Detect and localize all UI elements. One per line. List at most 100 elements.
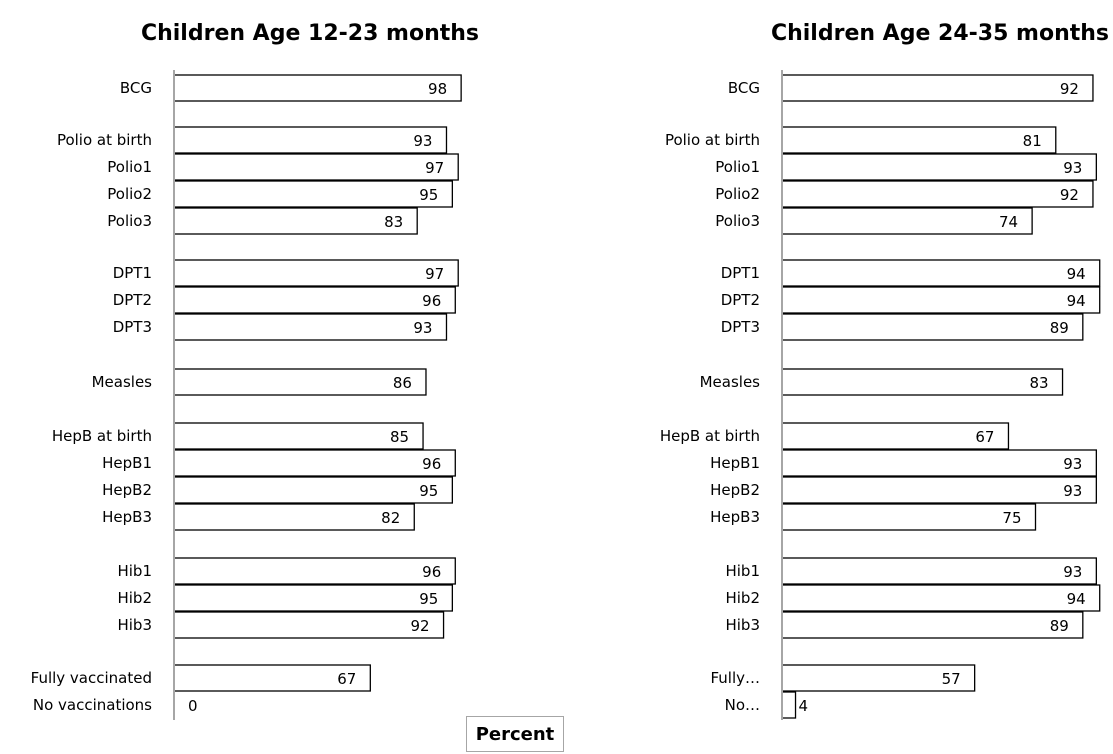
value-label-polio1-24-35: 93: [1063, 159, 1082, 177]
category-label-hepb3-12-23: HepB3: [102, 508, 152, 526]
category-label-polio-at-birth-12-23: Polio at birth: [57, 131, 152, 149]
value-label-hepb3-12-23: 82: [381, 509, 400, 527]
chart-panel-12-23-months: BCG 98 Polio at birth 93 Polio1 97 Polio2 95 Pol…: [31, 70, 462, 720]
value-label-bcg-12-23: 98: [428, 80, 447, 98]
value-label-hepb-at-birth-24-35: 67: [975, 428, 994, 446]
bar-dpt3-24-35: [781, 313, 1084, 341]
bar-hepb2-12-23: [173, 476, 454, 504]
category-label-polio1-12-23: Polio1: [107, 158, 152, 176]
category-label-hepb3-24-35: HepB3: [710, 508, 760, 526]
bar-hepb1-24-35: [781, 449, 1097, 477]
value-label-hepb1-12-23: 96: [422, 455, 441, 473]
bar-polio1-24-35: [781, 153, 1097, 181]
bar-hepb3-24-35: [781, 503, 1037, 531]
category-label-dpt1-24-35: DPT1: [721, 264, 760, 282]
value-label-dpt1-24-35: 94: [1067, 265, 1086, 283]
category-label-hib2-12-23: Hib2: [117, 589, 152, 607]
value-label-measles-12-23: 86: [393, 374, 412, 392]
chart-panel-24-35-months: BCG 92 Polio at birth 81 Polio1 93 Polio2 92 Pol…: [660, 70, 1101, 720]
x-axis-title: Percent: [466, 716, 564, 752]
value-label-hib3-12-23: 92: [410, 617, 429, 635]
category-label-fully-vaccinated-12-23: Fully vaccinated: [31, 669, 152, 687]
category-label-dpt3-12-23: DPT3: [113, 318, 152, 336]
category-label-polio3-12-23: Polio3: [107, 212, 152, 230]
bar-hib3-24-35: [781, 611, 1084, 639]
bar-polio-at-birth-24-35: [781, 126, 1057, 154]
bar-polio-at-birth-12-23: [173, 126, 448, 154]
category-label-dpt1-12-23: DPT1: [113, 264, 152, 282]
bar-hib2-12-23: [173, 584, 454, 612]
bar-dpt1-24-35: [781, 259, 1101, 287]
bar-hib1-12-23: [173, 557, 456, 585]
value-label-hib3-24-35: 89: [1050, 617, 1069, 635]
category-label-no-24-35: No…: [725, 696, 760, 714]
category-label-polio1-24-35: Polio1: [715, 158, 760, 176]
bar-dpt2-24-35: [781, 286, 1101, 314]
category-label-hib3-24-35: Hib3: [725, 616, 760, 634]
bar-dpt2-12-23: [173, 286, 456, 314]
category-label-hib1-24-35: Hib1: [725, 562, 760, 580]
category-label-hib2-24-35: Hib2: [725, 589, 760, 607]
bar-measles-12-23: [173, 368, 427, 396]
value-label-fully-vaccinated-12-23: 67: [337, 670, 356, 688]
category-label-bcg-12-23: BCG: [120, 79, 152, 97]
value-label-dpt3-24-35: 89: [1050, 319, 1069, 337]
category-label-dpt3-24-35: DPT3: [721, 318, 760, 336]
category-label-polio3-24-35: Polio3: [715, 212, 760, 230]
bar-hepb2-24-35: [781, 476, 1097, 504]
bar-bcg-24-35: [781, 74, 1094, 102]
value-label-polio3-12-23: 83: [384, 213, 403, 231]
value-label-no-vaccinations-12-23: 0: [188, 697, 198, 715]
value-label-dpt3-12-23: 93: [413, 319, 432, 337]
bar-measles-24-35: [781, 368, 1064, 396]
category-label-hepb-at-birth-24-35: HepB at birth: [660, 427, 760, 445]
value-label-polio-at-birth-24-35: 81: [1023, 132, 1042, 150]
category-label-measles-12-23: Measles: [92, 373, 153, 391]
bar-polio3-12-23: [173, 207, 418, 235]
category-label-hepb-at-birth-12-23: HepB at birth: [52, 427, 152, 445]
category-label-polio-at-birth-24-35: Polio at birth: [665, 131, 760, 149]
value-label-measles-24-35: 83: [1029, 374, 1048, 392]
category-label-hepb2-12-23: HepB2: [102, 481, 152, 499]
bar-fully-24-35: [781, 664, 976, 692]
value-label-bcg-24-35: 92: [1060, 80, 1079, 98]
category-label-measles-24-35: Measles: [700, 373, 761, 391]
category-label-no-vaccinations-12-23: No vaccinations: [33, 696, 152, 714]
value-label-hepb-at-birth-12-23: 85: [390, 428, 409, 446]
bar-dpt3-12-23: [173, 313, 448, 341]
bar-hib3-12-23: [173, 611, 445, 639]
value-label-hepb1-24-35: 93: [1063, 455, 1082, 473]
category-label-dpt2-24-35: DPT2: [721, 291, 760, 309]
bar-polio1-12-23: [173, 153, 459, 181]
value-label-polio2-24-35: 92: [1060, 186, 1079, 204]
category-label-bcg-24-35: BCG: [728, 79, 760, 97]
value-label-hib1-24-35: 93: [1063, 563, 1082, 581]
category-label-dpt2-12-23: DPT2: [113, 291, 152, 309]
bar-polio3-24-35: [781, 207, 1033, 235]
bar-hepb-at-birth-12-23: [173, 422, 424, 450]
bar-hepb1-12-23: [173, 449, 456, 477]
value-label-hepb2-12-23: 95: [419, 482, 438, 500]
panel-title-12-23-months: Children Age 12-23 months: [141, 21, 479, 46]
bar-bcg-12-23: [173, 74, 462, 102]
bar-hib1-24-35: [781, 557, 1097, 585]
category-label-hib1-12-23: Hib1: [117, 562, 152, 580]
value-label-hib2-12-23: 95: [419, 590, 438, 608]
category-label-hepb1-12-23: HepB1: [102, 454, 152, 472]
category-label-hepb1-24-35: HepB1: [710, 454, 760, 472]
value-label-hib1-12-23: 96: [422, 563, 441, 581]
bar-dpt1-12-23: [173, 259, 459, 287]
bar-hepb3-12-23: [173, 503, 415, 531]
category-label-fully-24-35: Fully…: [710, 669, 760, 687]
bar-polio2-24-35: [781, 180, 1094, 208]
category-label-polio2-24-35: Polio2: [715, 185, 760, 203]
value-label-polio3-24-35: 74: [999, 213, 1018, 231]
category-label-polio2-12-23: Polio2: [107, 185, 152, 203]
value-label-hepb3-24-35: 75: [1002, 509, 1021, 527]
bar-hib2-24-35: [781, 584, 1101, 612]
value-label-hib2-24-35: 94: [1067, 590, 1086, 608]
bar-hepb-at-birth-24-35: [781, 422, 1010, 450]
category-label-hepb2-24-35: HepB2: [710, 481, 760, 499]
value-label-dpt1-12-23: 97: [425, 265, 444, 283]
